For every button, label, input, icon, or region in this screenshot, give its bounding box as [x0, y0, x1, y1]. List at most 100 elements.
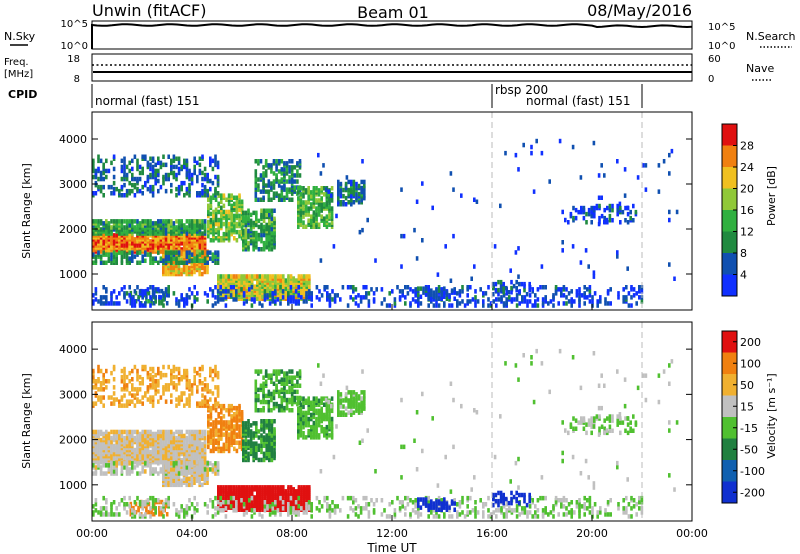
velocity-panel: 1000 2000 3000 4000 00:00 04:00 08:00 12:00 16:…	[20, 304, 708, 554]
velocity-ylabel: Slant Range [km]	[20, 373, 33, 469]
power-echo-region-9	[297, 186, 334, 229]
beam-title: Beam 01	[357, 3, 429, 22]
xtick-6: 00:00	[676, 527, 708, 540]
power-colorbar-step-6	[722, 145, 737, 167]
power-colorbar-step-1	[722, 253, 737, 275]
velocity-ytick-1000: 1000	[59, 479, 87, 492]
power-ytick-4000: 4000	[59, 133, 87, 146]
velocity-colorbar-step-2	[722, 438, 737, 460]
power-colorbar-label: Power [dB]	[765, 166, 778, 226]
freq-panel: Freq. [MHz] 18 8 60 0 Nave	[4, 53, 774, 85]
nsky-line	[91, 23, 693, 49]
date-title: 08/May/2016	[587, 1, 692, 20]
velocity-ytick-3000: 3000	[59, 388, 87, 401]
velocity-colorbar: Velocity [m s⁻¹] 200 100 50 15 -15 -50 -100 -20…	[721, 330, 778, 504]
cpid-segment-3: normal (fast) 151	[526, 94, 630, 108]
power-colorbar-tick-6: 4	[740, 269, 747, 282]
xtick-5: 20:00	[576, 527, 608, 540]
power-echoes	[92, 138, 679, 308]
power-colorbar-step-4	[722, 188, 737, 210]
velocity-echo-region-15	[492, 490, 531, 508]
freq-tick-top: 18	[67, 54, 80, 65]
velocity-colorbar-step-3	[722, 417, 737, 439]
power-colorbar-step-2	[722, 231, 737, 253]
power-colorbar-tick-4: 12	[740, 226, 754, 239]
velocity-echo-region-8	[254, 369, 302, 413]
velocity-echo-region-16	[567, 414, 638, 436]
velocity-colorbar-step-7	[722, 331, 737, 353]
velocity-echo-region-7	[242, 419, 276, 463]
velocity-echo-region-11	[92, 364, 220, 408]
power-echo-region-13	[92, 285, 644, 308]
power-echo-region-2	[92, 219, 207, 236]
nave-label: Nave	[746, 62, 774, 75]
nsearch-label: N.Search	[746, 30, 796, 43]
velocity-ytick-2000: 2000	[59, 434, 87, 447]
velocity-echo-region-13	[92, 495, 644, 519]
velocity-colorbar-label: Velocity [m s⁻¹]	[765, 373, 778, 458]
power-echo-region-1	[92, 233, 207, 254]
power-colorbar-tick-1: 24	[740, 161, 754, 174]
power-colorbar-step-7	[722, 124, 737, 146]
cpid-label: CPID	[8, 88, 37, 101]
power-echo-region-17	[317, 138, 679, 283]
nsky-label: N.Sky	[4, 30, 36, 43]
power-echo-region-15	[492, 279, 531, 297]
nsearch-tick-bottom: 10^0	[708, 41, 735, 52]
nave-tick-bottom: 0	[708, 74, 714, 85]
power-ytick-3000: 3000	[59, 178, 87, 191]
power-echo-region-5	[207, 193, 244, 243]
velocity-colorbar-tick-4: -15	[740, 422, 758, 435]
velocity-echo-region-14	[417, 497, 456, 512]
freq-tick-bottom: 8	[74, 74, 80, 85]
velocity-echo-region-10	[337, 390, 366, 417]
velocity-colorbar-tick-2: 50	[740, 379, 754, 392]
xtick-1: 04:00	[176, 527, 208, 540]
power-colorbar-step-5	[722, 167, 737, 189]
power-echo-region-10	[337, 179, 366, 207]
power-colorbar-tick-3: 16	[740, 204, 754, 217]
power-colorbar: Power [dB] 28 24 20 16 12 8 4	[721, 123, 778, 297]
power-colorbar-step-3	[722, 210, 737, 232]
cpid-segment-1: normal (fast) 151	[95, 94, 199, 108]
xtick-0: 00:00	[76, 527, 108, 540]
power-colorbar-tick-2: 20	[740, 183, 754, 196]
velocity-colorbar-step-4	[722, 395, 737, 417]
velocity-colorbar-step-6	[722, 352, 737, 374]
cpid-segment-2: rbsp 200	[495, 83, 548, 97]
cpid-row: CPID normal (fast) 151 rbsp 200 normal (…	[8, 83, 643, 108]
power-ylabel: Slant Range [km]	[20, 163, 33, 259]
power-echo-region-11	[92, 154, 220, 198]
power-echo-region-4	[92, 250, 220, 265]
xtick-2: 08:00	[276, 527, 308, 540]
velocity-echoes	[92, 348, 679, 519]
velocity-colorbar-tick-6: -100	[740, 465, 765, 478]
nsky-tick-top: 10^5	[61, 19, 88, 30]
nave-tick-top: 60	[708, 54, 721, 65]
power-panel: 1000 2000 3000 4000 Slant Range [km]	[20, 111, 693, 311]
power-colorbar-tick-5: 8	[740, 247, 747, 260]
x-axis-label: Time UT	[366, 541, 417, 554]
power-echo-region-8	[254, 159, 302, 202]
freq-unit: [MHz]	[4, 69, 33, 80]
velocity-echo-region-9	[297, 396, 334, 440]
nsearch-tick-top: 10^5	[708, 22, 735, 33]
velocity-colorbar-step-1	[722, 460, 737, 482]
velocity-colorbar-step-0	[722, 481, 737, 503]
power-ytick-2000: 2000	[59, 223, 87, 236]
power-echo-region-7	[242, 208, 276, 252]
power-colorbar-tick-0: 28	[740, 140, 754, 153]
nsky-panel: N.Sky 10^5 10^0 10^5 10^0 N.Search	[4, 19, 796, 52]
velocity-colorbar-tick-7: -200	[740, 486, 765, 499]
power-echo-region-14	[417, 286, 456, 301]
xtick-3: 12:00	[376, 527, 408, 540]
velocity-echo-region-4	[92, 461, 220, 476]
velocity-colorbar-tick-5: -50	[740, 443, 758, 456]
power-colorbar-step-0	[722, 274, 737, 296]
station-title: Unwin (fitACF)	[92, 1, 206, 20]
velocity-ytick-4000: 4000	[59, 343, 87, 356]
velocity-colorbar-tick-0: 200	[740, 336, 761, 349]
power-ytick-1000: 1000	[59, 268, 87, 281]
velocity-colorbar-step-5	[722, 374, 737, 396]
